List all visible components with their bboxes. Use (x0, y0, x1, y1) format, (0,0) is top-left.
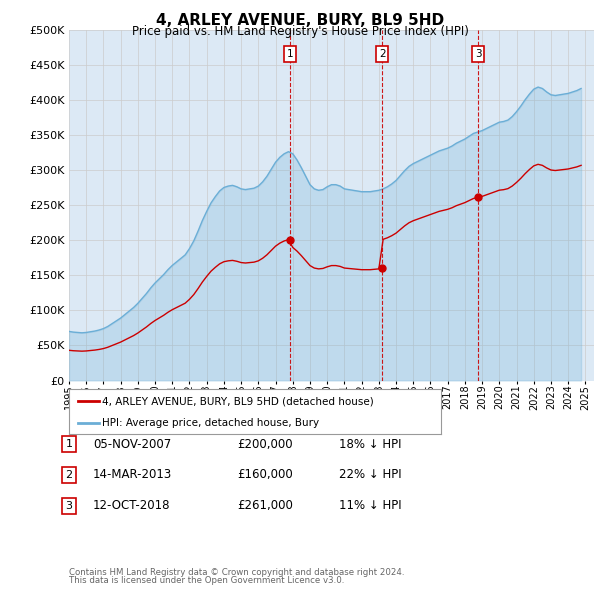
Text: 1: 1 (287, 49, 293, 59)
Text: 18% ↓ HPI: 18% ↓ HPI (339, 438, 401, 451)
Text: £160,000: £160,000 (237, 468, 293, 481)
Text: Price paid vs. HM Land Registry's House Price Index (HPI): Price paid vs. HM Land Registry's House … (131, 25, 469, 38)
Point (473, 192, 483, 202)
Text: 2: 2 (65, 470, 73, 480)
Text: 4, ARLEY AVENUE, BURY, BL9 5HD: 4, ARLEY AVENUE, BURY, BL9 5HD (156, 13, 444, 28)
Text: Contains HM Land Registry data © Crown copyright and database right 2024.: Contains HM Land Registry data © Crown c… (69, 568, 404, 577)
Point (377, 264, 387, 273)
Text: 12-OCT-2018: 12-OCT-2018 (93, 499, 170, 512)
Text: £200,000: £200,000 (237, 438, 293, 451)
Text: 3: 3 (65, 501, 73, 510)
Text: 22% ↓ HPI: 22% ↓ HPI (339, 468, 401, 481)
Text: This data is licensed under the Open Government Licence v3.0.: This data is licensed under the Open Gov… (69, 576, 344, 585)
Text: 4, ARLEY AVENUE, BURY, BL9 5HD (detached house): 4, ARLEY AVENUE, BURY, BL9 5HD (detached… (103, 396, 374, 407)
Text: 2: 2 (379, 49, 386, 59)
Point (285, 235, 295, 245)
Text: HPI: Average price, detached house, Bury: HPI: Average price, detached house, Bury (103, 418, 320, 428)
Text: 05-NOV-2007: 05-NOV-2007 (93, 438, 171, 451)
Text: £261,000: £261,000 (237, 499, 293, 512)
Text: 1: 1 (65, 440, 73, 449)
Text: 3: 3 (475, 49, 482, 59)
Text: 11% ↓ HPI: 11% ↓ HPI (339, 499, 401, 512)
Text: 14-MAR-2013: 14-MAR-2013 (93, 468, 172, 481)
